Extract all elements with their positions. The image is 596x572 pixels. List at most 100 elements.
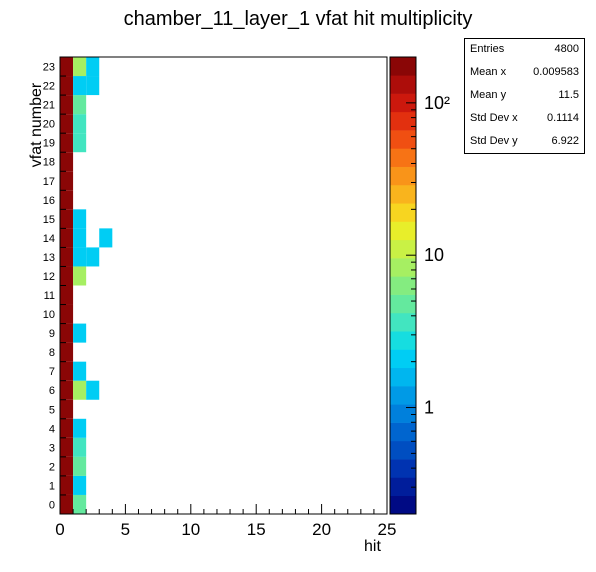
stats-value: 4800 bbox=[554, 43, 579, 55]
color-scale-swatch bbox=[390, 404, 416, 423]
y-tick-label: 12 bbox=[43, 271, 55, 283]
heatmap-cell bbox=[73, 494, 87, 514]
heatmap-cell bbox=[60, 494, 74, 514]
stats-row-std-dev-y: Std Dev y 6.922 bbox=[470, 135, 579, 151]
color-scale-swatch bbox=[390, 459, 416, 478]
stats-key: Mean x bbox=[470, 66, 507, 78]
heatmap-cell bbox=[73, 209, 87, 229]
color-scale-tick-label: 1 bbox=[424, 398, 434, 418]
stats-value: 11.5 bbox=[558, 89, 579, 101]
heatmap-cell bbox=[60, 266, 74, 286]
y-tick-label: 0 bbox=[49, 499, 55, 511]
heatmap-cell bbox=[73, 57, 87, 77]
heatmap-cell bbox=[86, 57, 100, 77]
color-scale-swatch bbox=[390, 221, 416, 241]
heatmap-cell bbox=[73, 266, 87, 286]
y-axis-label: vfat number bbox=[28, 82, 45, 168]
color-scale-swatch bbox=[390, 312, 416, 332]
color-scale-swatch bbox=[390, 422, 416, 442]
color-scale-swatch bbox=[390, 184, 416, 204]
heatmap-cell bbox=[60, 209, 74, 229]
heatmap-cell bbox=[60, 475, 74, 495]
y-tick-label: 17 bbox=[43, 176, 55, 188]
y-tick-label: 19 bbox=[43, 138, 55, 150]
y-tick-label: 3 bbox=[49, 442, 55, 454]
x-axis-label: hit bbox=[364, 538, 381, 555]
y-tick-label: 13 bbox=[43, 252, 55, 264]
stats-row-mean-x: Mean x 0.009583 bbox=[470, 66, 579, 82]
color-scale-swatch bbox=[390, 276, 416, 295]
color-scale-swatch bbox=[390, 111, 416, 131]
y-tick-label: 16 bbox=[43, 195, 55, 207]
stats-row-std-dev-x: Std Dev x 0.1114 bbox=[470, 112, 579, 128]
x-tick-label: 0 bbox=[55, 520, 64, 539]
stats-row-mean-y: Mean y 11.5 bbox=[470, 89, 579, 105]
y-tick-label: 14 bbox=[43, 233, 55, 245]
y-tick-label: 4 bbox=[49, 423, 55, 435]
heatmap-cell bbox=[73, 437, 87, 457]
y-tick-label: 7 bbox=[49, 366, 55, 378]
stats-key: Entries bbox=[470, 43, 505, 55]
y-tick-label: 22 bbox=[43, 81, 55, 93]
x-axis: 0 5 10 15 20 25 bbox=[55, 504, 396, 539]
x-tick-label: 20 bbox=[312, 520, 331, 539]
color-scale-swatch bbox=[390, 331, 416, 350]
heatmap-cell bbox=[60, 171, 74, 191]
heatmap-cell bbox=[60, 418, 74, 438]
heatmap-cell bbox=[86, 247, 100, 267]
color-scale-swatch bbox=[390, 203, 416, 222]
color-scale-swatch bbox=[390, 57, 416, 76]
heatmap-cell bbox=[73, 114, 87, 134]
heatmap-cell bbox=[73, 247, 87, 267]
heatmap-cell bbox=[60, 190, 74, 210]
y-tick-label: 1 bbox=[49, 480, 55, 492]
y-tick-label: 15 bbox=[43, 214, 55, 226]
color-scale: 1 10 10² bbox=[389, 56, 450, 515]
stats-key: Std Dev y bbox=[470, 135, 518, 147]
color-scale-swatch bbox=[390, 166, 416, 186]
heatmap-cell bbox=[60, 95, 74, 115]
heatmap-cell bbox=[73, 456, 87, 476]
heatmap-cell bbox=[60, 152, 74, 172]
heatmap-cell bbox=[73, 418, 87, 438]
heatmap-cell bbox=[60, 76, 74, 96]
heatmap-cell bbox=[60, 133, 74, 153]
heatmap-cell bbox=[60, 114, 74, 134]
stats-value: 0.009583 bbox=[533, 66, 579, 78]
heatmap-cell bbox=[60, 304, 74, 324]
color-scale-swatch bbox=[390, 294, 416, 314]
heatmap-cell bbox=[73, 361, 87, 381]
heatmap-cell bbox=[99, 228, 113, 248]
heatmap-cell bbox=[60, 342, 74, 362]
heatmap-cells bbox=[60, 57, 113, 514]
stats-key: Mean y bbox=[470, 89, 507, 101]
heatmap-cell bbox=[60, 399, 74, 419]
heatmap-cell bbox=[73, 475, 87, 495]
color-scale-swatch bbox=[390, 440, 416, 460]
heatmap-cell bbox=[60, 456, 74, 476]
heatmap-cell bbox=[86, 380, 100, 400]
heatmap-cell bbox=[60, 247, 74, 267]
y-tick-label: 2 bbox=[49, 461, 55, 473]
heatmap-cell bbox=[60, 323, 74, 343]
chart-title: chamber_11_layer_1 vfat hit multiplicity bbox=[123, 8, 473, 30]
y-tick-label: 10 bbox=[43, 309, 55, 321]
heatmap-cell bbox=[73, 76, 87, 96]
color-scale-swatch bbox=[390, 130, 416, 149]
y-tick-label: 18 bbox=[43, 157, 55, 169]
color-scale-swatch bbox=[390, 239, 416, 259]
color-scale-swatch bbox=[390, 495, 416, 515]
y-tick-label: 5 bbox=[49, 404, 55, 416]
plot-frame bbox=[59, 56, 388, 515]
heatmap-cell bbox=[73, 323, 87, 343]
heatmap-cell bbox=[60, 380, 74, 400]
x-tick-label: 5 bbox=[121, 520, 130, 539]
heatmap-cell bbox=[60, 361, 74, 381]
color-scale-swatch bbox=[390, 93, 416, 113]
y-tick-label: 21 bbox=[43, 100, 55, 112]
heatmap-cell bbox=[73, 380, 87, 400]
color-scale-swatch bbox=[390, 386, 416, 405]
color-scale-swatch bbox=[390, 349, 416, 369]
heatmap-cell bbox=[86, 76, 100, 96]
